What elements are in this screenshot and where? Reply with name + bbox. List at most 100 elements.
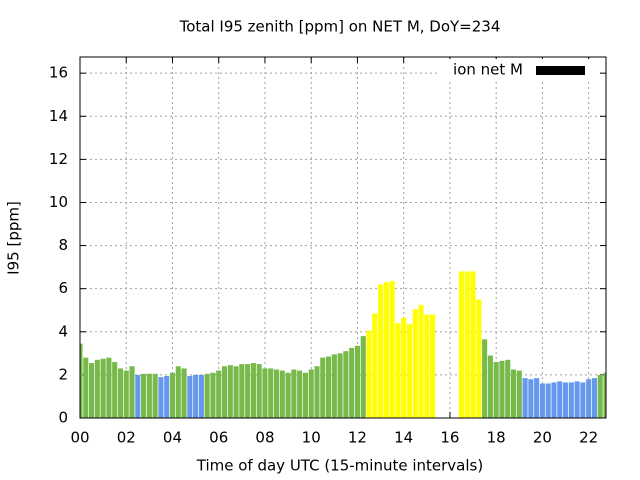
bar — [117, 368, 124, 418]
bar — [522, 378, 528, 418]
x-tick-label: 22 — [579, 429, 598, 447]
bar — [597, 374, 603, 418]
bar — [574, 381, 580, 418]
bar — [406, 324, 413, 418]
bar — [164, 375, 170, 418]
bar — [603, 372, 606, 418]
bar — [349, 347, 355, 418]
bar — [106, 357, 112, 418]
bar — [331, 354, 337, 418]
bar — [482, 339, 488, 418]
bar — [383, 282, 389, 418]
bar — [378, 284, 384, 418]
bar — [418, 304, 424, 418]
bar — [100, 358, 106, 418]
bar — [470, 271, 476, 418]
bar — [158, 377, 164, 418]
x-tick-label: 04 — [163, 429, 182, 447]
bar — [320, 357, 326, 418]
bar — [395, 323, 401, 418]
x-tick-label: 14 — [394, 429, 413, 447]
legend-background — [440, 59, 600, 81]
legend-swatch — [536, 66, 585, 75]
bar — [193, 374, 199, 418]
bar — [343, 351, 349, 418]
bar — [580, 382, 586, 418]
plot-frame — [79, 56, 607, 419]
y-tick-label: 8 — [58, 236, 68, 254]
bar — [250, 363, 256, 418]
bar — [430, 314, 436, 418]
bar — [366, 330, 372, 418]
y-tick-label: 4 — [58, 322, 68, 340]
bar — [129, 366, 135, 418]
bar — [216, 370, 222, 418]
bar — [401, 317, 407, 418]
bar — [487, 355, 493, 418]
bar — [187, 375, 193, 418]
bar — [227, 365, 233, 418]
legend-label: ion net M — [453, 61, 523, 79]
bar — [181, 368, 187, 418]
bar — [80, 343, 83, 418]
bar — [297, 370, 303, 418]
bar — [528, 379, 534, 418]
bar — [239, 364, 245, 418]
bar — [245, 364, 251, 418]
legend: ion net M — [440, 59, 600, 81]
bar — [89, 363, 95, 418]
bar — [94, 359, 100, 418]
bars — [80, 271, 606, 418]
bar — [534, 378, 540, 418]
bar — [169, 372, 176, 418]
x-tick-label: 06 — [209, 429, 228, 447]
bar — [545, 383, 551, 418]
bar — [458, 271, 465, 418]
bar — [112, 361, 118, 418]
bar — [557, 381, 563, 418]
bar — [302, 372, 308, 418]
bar — [464, 271, 470, 418]
bar — [291, 369, 297, 418]
bar — [586, 379, 592, 418]
bar — [204, 373, 210, 418]
bar — [516, 370, 522, 418]
y-tick-label: 0 — [58, 409, 68, 427]
bar — [233, 366, 239, 418]
y-axis-label: I95 [ppm] — [5, 201, 23, 275]
bar — [210, 372, 216, 418]
bar — [499, 360, 505, 418]
bar — [505, 359, 511, 418]
bar — [135, 374, 141, 418]
bar — [372, 313, 378, 418]
x-axis-label: Time of day UTC (15-minute intervals) — [196, 457, 483, 475]
bar — [412, 309, 418, 418]
x-tick-label: 10 — [302, 429, 321, 447]
y-tick-label: 12 — [49, 150, 68, 168]
bar — [123, 370, 129, 418]
y-tick-label: 6 — [58, 279, 68, 297]
bar — [152, 373, 158, 418]
bar — [314, 366, 320, 418]
bar — [562, 382, 569, 418]
bar — [141, 373, 147, 418]
bar — [551, 382, 557, 418]
bar — [268, 368, 274, 418]
bar — [273, 369, 280, 418]
bar — [175, 366, 181, 418]
bar — [591, 378, 597, 418]
bar — [83, 357, 89, 418]
x-tick-label: 20 — [533, 429, 552, 447]
bar — [424, 314, 430, 418]
y-tick-label: 10 — [49, 193, 68, 211]
y-tick-label: 14 — [49, 107, 68, 125]
bar — [493, 361, 499, 418]
bar — [360, 336, 366, 418]
bar — [510, 369, 517, 418]
chart-title: Total I95 zenith [ppm] on NET M, DoY=234 — [179, 18, 501, 36]
bar — [326, 356, 332, 418]
bar — [568, 382, 574, 418]
x-tick-label: 18 — [487, 429, 506, 447]
bar — [279, 370, 285, 418]
